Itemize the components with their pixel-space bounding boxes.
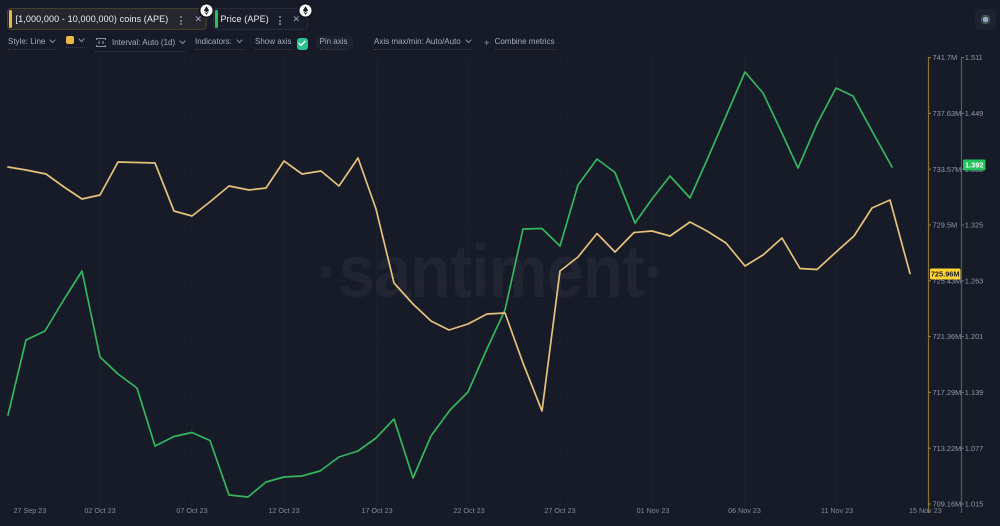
svg-text:17 Oct 23: 17 Oct 23 [361,506,392,515]
svg-text:1.139: 1.139 [965,388,984,397]
svg-text:717.29M: 717.29M [933,388,962,397]
svg-text:725.43M: 725.43M [933,276,962,285]
svg-text:709.16M: 709.16M [933,500,962,509]
svg-text:11 Nov 23: 11 Nov 23 [821,506,853,515]
svg-text:1.077: 1.077 [965,444,984,453]
svg-text:741.7M: 741.7M [933,53,958,62]
svg-text:1.449: 1.449 [965,109,984,118]
svg-text:737.63M: 737.63M [933,109,962,118]
svg-text:729.5M: 729.5M [933,221,958,230]
svg-text:1.015: 1.015 [965,500,984,509]
svg-text:713.22M: 713.22M [933,444,962,453]
svg-text:·santiment·: ·santiment· [317,231,665,313]
svg-text:725.96M: 725.96M [931,270,960,279]
svg-text:733.57M: 733.57M [933,165,962,174]
svg-text:15 Nov 23: 15 Nov 23 [909,506,942,515]
svg-text:1.511: 1.511 [965,53,983,62]
svg-text:02 Oct 23: 02 Oct 23 [84,506,115,515]
svg-text:1.325: 1.325 [965,221,984,230]
svg-text:22 Oct 23: 22 Oct 23 [453,506,484,515]
svg-text:07 Oct 23: 07 Oct 23 [176,506,207,515]
svg-text:06 Nov 23: 06 Nov 23 [728,506,761,515]
svg-text:12 Oct 23: 12 Oct 23 [268,506,299,515]
svg-text:1.263: 1.263 [965,276,984,285]
svg-text:721.36M: 721.36M [933,332,962,341]
svg-text:1.392: 1.392 [965,161,984,170]
svg-text:27 Oct 23: 27 Oct 23 [544,506,575,515]
svg-text:1.201: 1.201 [965,332,984,341]
svg-text:27 Sep 23: 27 Sep 23 [14,506,47,515]
svg-text:01 Nov 23: 01 Nov 23 [637,506,670,515]
